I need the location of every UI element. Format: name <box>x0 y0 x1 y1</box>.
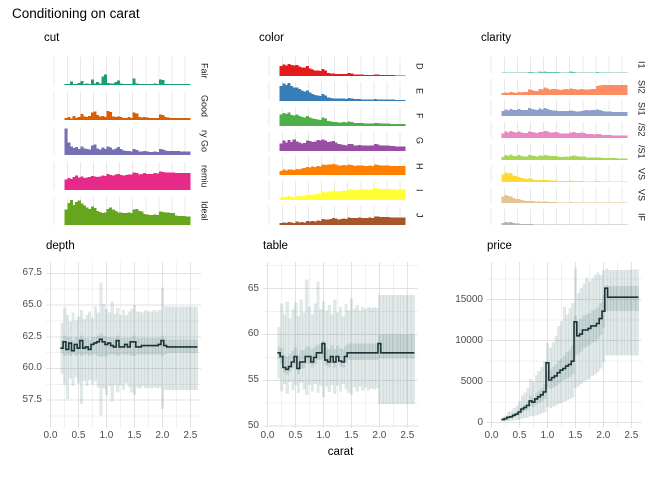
x-tick-label-depth-5: 2.5 <box>183 430 198 441</box>
y-tick-label-table-1: 60 <box>247 328 259 340</box>
facet-strip-label-color-4: H <box>414 162 425 170</box>
figure-title: Conditioning on carat <box>12 6 140 21</box>
facet-strip-label-color-6: J <box>414 213 425 218</box>
median-step-line-price <box>501 287 639 421</box>
median-step-line-depth <box>60 338 198 352</box>
y-tick-label-depth-1: 65.0 <box>22 299 42 311</box>
facet-histogram-clarity-4 <box>490 143 628 160</box>
facet-strip-label-color-0: D <box>414 63 425 70</box>
x-tick-label-table-2: 1.0 <box>316 430 331 441</box>
x-tick-label-depth-3: 1.5 <box>127 430 142 441</box>
band-line-plot-table <box>263 262 418 428</box>
facet-histogram-color-5 <box>268 181 406 201</box>
y-tick-label-table-2: 55 <box>247 374 259 386</box>
facet-histogram-clarity-1 <box>490 78 628 95</box>
facet-strip-label-clarity-4: /S1 <box>636 145 647 159</box>
x-tick-label-table-1: 0.5 <box>288 430 303 441</box>
x-tick-label-table-3: 1.5 <box>344 430 359 441</box>
x-tick-label-price-4: 2.0 <box>596 430 611 441</box>
y-tick-label-price-2: 5000 <box>460 375 483 387</box>
facet-strip-label-clarity-7: IF <box>636 213 647 221</box>
x-tick-label-price-2: 1.0 <box>540 430 555 441</box>
facet-histogram-color-2 <box>268 106 406 126</box>
facet-histogram-cut-1 <box>53 92 191 120</box>
facet-histogram-clarity-2 <box>490 100 628 117</box>
panel-title-table: table <box>263 240 288 252</box>
x-tick-label-table-5: 2.5 <box>400 430 415 441</box>
facet-strip-label-cut-3: remiu <box>199 164 210 188</box>
panel-title-price: price <box>487 240 512 252</box>
facet-strip-label-clarity-0: I1 <box>636 61 647 69</box>
x-tick-label-depth-2: 1.0 <box>99 430 114 441</box>
x-tick-label-price-3: 1.5 <box>568 430 583 441</box>
x-tick-label-price-1: 0.5 <box>512 430 527 441</box>
facet-strip-label-cut-4: Ideal <box>199 201 210 221</box>
y-tick-label-price-1: 10000 <box>455 334 483 346</box>
y-tick-label-table-3: 50 <box>247 420 259 432</box>
facet-strip-label-color-5: I <box>414 189 425 192</box>
panel-title-clarity: clarity <box>481 32 512 44</box>
y-tick-label-depth-4: 57.5 <box>22 394 42 406</box>
facet-histogram-color-4 <box>268 156 406 176</box>
panel-title-depth: depth <box>46 240 75 252</box>
facet-strip-label-clarity-6: VS <box>636 189 647 202</box>
panel-title-cut: cut <box>44 32 60 44</box>
facet-histogram-color-3 <box>268 131 406 151</box>
median-step-line-table <box>277 342 415 371</box>
y-tick-label-depth-0: 67.5 <box>22 267 42 279</box>
panel-title-color: color <box>259 32 284 44</box>
band-line-plot-depth <box>46 262 201 428</box>
x-tick-label-depth-1: 0.5 <box>71 430 86 441</box>
facet-strip-label-color-3: G <box>414 137 425 145</box>
facet-strip-label-clarity-1: SI2 <box>636 79 647 94</box>
facet-strip-label-cut-0: Fair <box>199 63 210 79</box>
facet-strip-label-color-2: F <box>414 113 425 119</box>
x-tick-label-depth-4: 2.0 <box>155 430 170 441</box>
facet-histogram-clarity-5 <box>490 165 628 182</box>
x-tick-label-table-0: 0.0 <box>260 430 275 441</box>
y-tick-label-price-0: 15000 <box>455 293 483 305</box>
facet-strip-label-color-1: E <box>414 88 425 95</box>
facet-histogram-cut-2 <box>53 127 191 155</box>
x-tick-label-table-4: 2.0 <box>372 430 387 441</box>
facet-histogram-clarity-3 <box>490 122 628 139</box>
x-tick-label-depth-0: 0.0 <box>43 430 58 441</box>
facet-histogram-color-6 <box>268 206 406 225</box>
facet-histogram-clarity-7 <box>490 209 628 225</box>
facet-strip-label-cut-2: ry Go <box>199 129 210 152</box>
x-tick-label-price-0: 0.0 <box>484 430 499 441</box>
x-axis-title: carat <box>327 446 354 458</box>
facet-strip-label-cut-1: Good <box>199 94 210 118</box>
x-tick-label-price-5: 2.5 <box>624 430 639 441</box>
facet-strip-label-clarity-3: /S2 <box>636 123 647 137</box>
facet-histogram-cut-0 <box>53 57 191 85</box>
facet-histogram-clarity-6 <box>490 187 628 204</box>
facet-strip-label-clarity-5: VS <box>636 167 647 180</box>
y-tick-label-price-3: 0 <box>477 416 483 428</box>
facet-strip-label-clarity-2: SI1 <box>636 101 647 116</box>
y-tick-label-depth-2: 62.5 <box>22 330 42 342</box>
facet-histogram-color-1 <box>268 81 406 101</box>
facet-histogram-clarity-0 <box>490 57 628 73</box>
facet-histogram-cut-4 <box>53 197 191 225</box>
band-line-plot-price <box>487 262 642 428</box>
y-tick-label-table-0: 65 <box>247 282 259 294</box>
y-tick-label-depth-3: 60.0 <box>22 362 42 374</box>
facet-histogram-color-0 <box>268 57 406 76</box>
facet-histogram-cut-3 <box>53 162 191 190</box>
